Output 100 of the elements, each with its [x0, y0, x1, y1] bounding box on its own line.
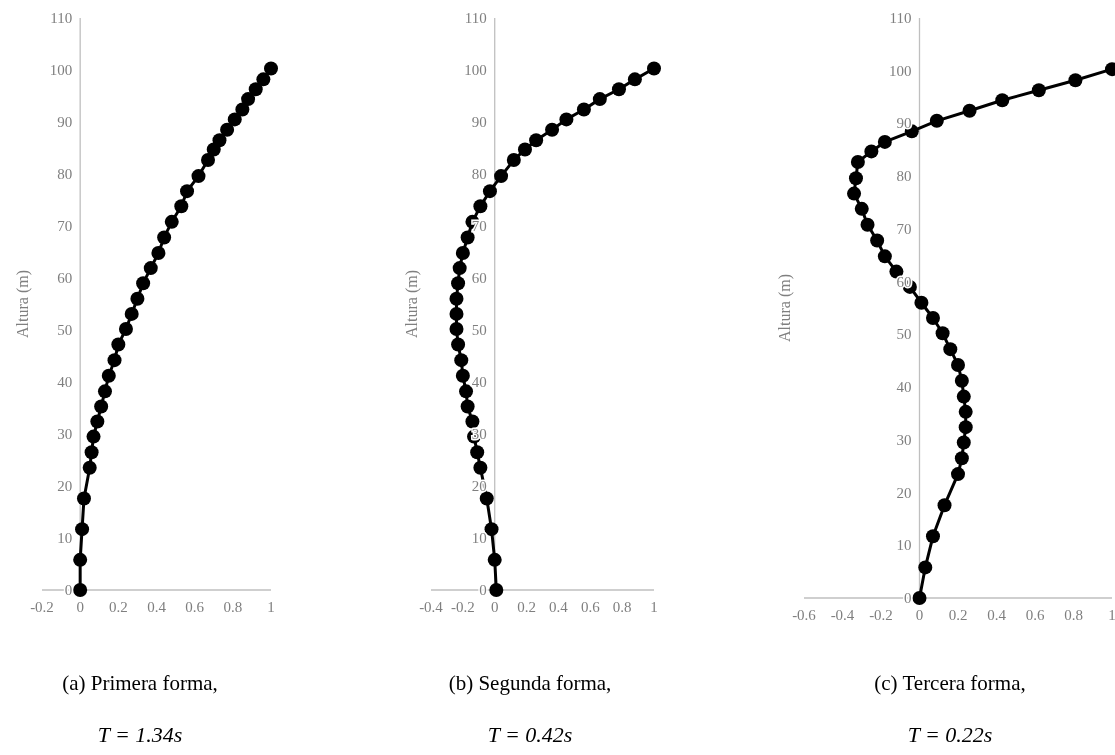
- point: [452, 261, 467, 276]
- point: [925, 529, 940, 544]
- x-tick-label: 1: [267, 599, 275, 615]
- point: [136, 276, 151, 291]
- point: [101, 368, 116, 383]
- point: [951, 357, 965, 372]
- point: [914, 295, 929, 310]
- text: T = 0.22s: [907, 722, 993, 747]
- point: [473, 199, 488, 214]
- y-tick-label: 100: [49, 62, 73, 78]
- y-tick-label: 40: [57, 374, 73, 390]
- point: [627, 72, 642, 87]
- y-tick-label: 50: [471, 322, 487, 338]
- x-tick-label: 0: [490, 599, 499, 615]
- text: T = 0.42s: [487, 722, 573, 747]
- point: [73, 552, 88, 567]
- point: [1031, 83, 1046, 98]
- x-tick-label: 0.6: [580, 599, 601, 615]
- point: [517, 142, 532, 157]
- point: [212, 133, 227, 148]
- x-tick-label: -0.2: [869, 607, 893, 623]
- point: [489, 583, 504, 597]
- y-tick-label: 70: [896, 220, 912, 237]
- point: [180, 184, 195, 199]
- x-tick-label: 0.4: [987, 607, 1007, 623]
- point: [954, 373, 969, 388]
- x-tick-label: 0.2: [517, 599, 536, 615]
- y-tick-label: 20: [57, 478, 73, 494]
- point: [124, 306, 139, 321]
- x-tick-label: 1: [650, 599, 658, 615]
- point: [479, 491, 494, 506]
- y-axis-title: Altura (m): [403, 270, 421, 338]
- point: [264, 61, 278, 76]
- point: [482, 184, 497, 199]
- point: [943, 342, 958, 357]
- point: [76, 491, 91, 506]
- text: (a) Primera forma,: [62, 671, 218, 695]
- point: [487, 552, 502, 567]
- point: [912, 591, 927, 605]
- y-tick-label: 30: [896, 431, 912, 448]
- x-tick-label: 0: [76, 599, 84, 615]
- y-tick-label: 60: [896, 273, 912, 290]
- point: [94, 399, 109, 414]
- point: [84, 445, 99, 460]
- x-tick-label: 0.8: [612, 599, 632, 615]
- point: [451, 276, 466, 291]
- point: [529, 133, 544, 148]
- point: [191, 169, 206, 184]
- point: [143, 261, 158, 276]
- point: [157, 230, 172, 245]
- point: [220, 122, 235, 137]
- y-tick-label: 110: [50, 10, 73, 26]
- point: [506, 152, 521, 167]
- point: [1068, 73, 1083, 88]
- point: [576, 102, 591, 117]
- point: [75, 522, 90, 537]
- point: [484, 522, 499, 537]
- point: [958, 420, 973, 435]
- point: [256, 72, 271, 87]
- point: [107, 353, 122, 368]
- point: [73, 583, 88, 597]
- y-tick-label: 80: [471, 166, 487, 182]
- point: [848, 171, 863, 186]
- point: [956, 389, 971, 404]
- point: [592, 92, 607, 107]
- point: [241, 92, 256, 107]
- x-tick-label: -0.2: [450, 599, 475, 615]
- x-tick-label: 0.8: [1064, 607, 1083, 623]
- x-tick-label: 0.2: [108, 599, 128, 615]
- y-tick-label: 90: [57, 114, 73, 130]
- y-tick-label: 10: [57, 530, 73, 546]
- y-tick-label: 70: [471, 218, 487, 234]
- point: [847, 186, 862, 201]
- point: [935, 326, 950, 341]
- x-tick-label: -0.2: [30, 599, 54, 615]
- y-axis-title: Altura (m): [776, 274, 794, 342]
- y-tick-label: 70: [57, 218, 73, 234]
- point: [850, 154, 865, 169]
- y-tick-label: 80: [57, 166, 73, 182]
- point: [449, 321, 464, 336]
- point: [174, 199, 189, 214]
- text: (b) Segunda forma,: [448, 671, 612, 695]
- point: [559, 112, 574, 127]
- point: [956, 435, 971, 450]
- point: [86, 429, 101, 444]
- text: (c) Tercera forma,: [874, 671, 1026, 695]
- point: [929, 113, 944, 128]
- point: [248, 82, 263, 97]
- point: [958, 404, 973, 419]
- point: [460, 399, 475, 414]
- y-tick-label: 110: [889, 10, 912, 26]
- x-tick-label: 0.2: [948, 607, 968, 623]
- point: [451, 337, 466, 352]
- point: [97, 384, 112, 399]
- point: [449, 291, 464, 306]
- point: [937, 498, 952, 513]
- point: [454, 353, 469, 368]
- y-tick-label: 0: [64, 582, 73, 598]
- y-tick-label: 110: [464, 10, 487, 26]
- point: [611, 82, 626, 97]
